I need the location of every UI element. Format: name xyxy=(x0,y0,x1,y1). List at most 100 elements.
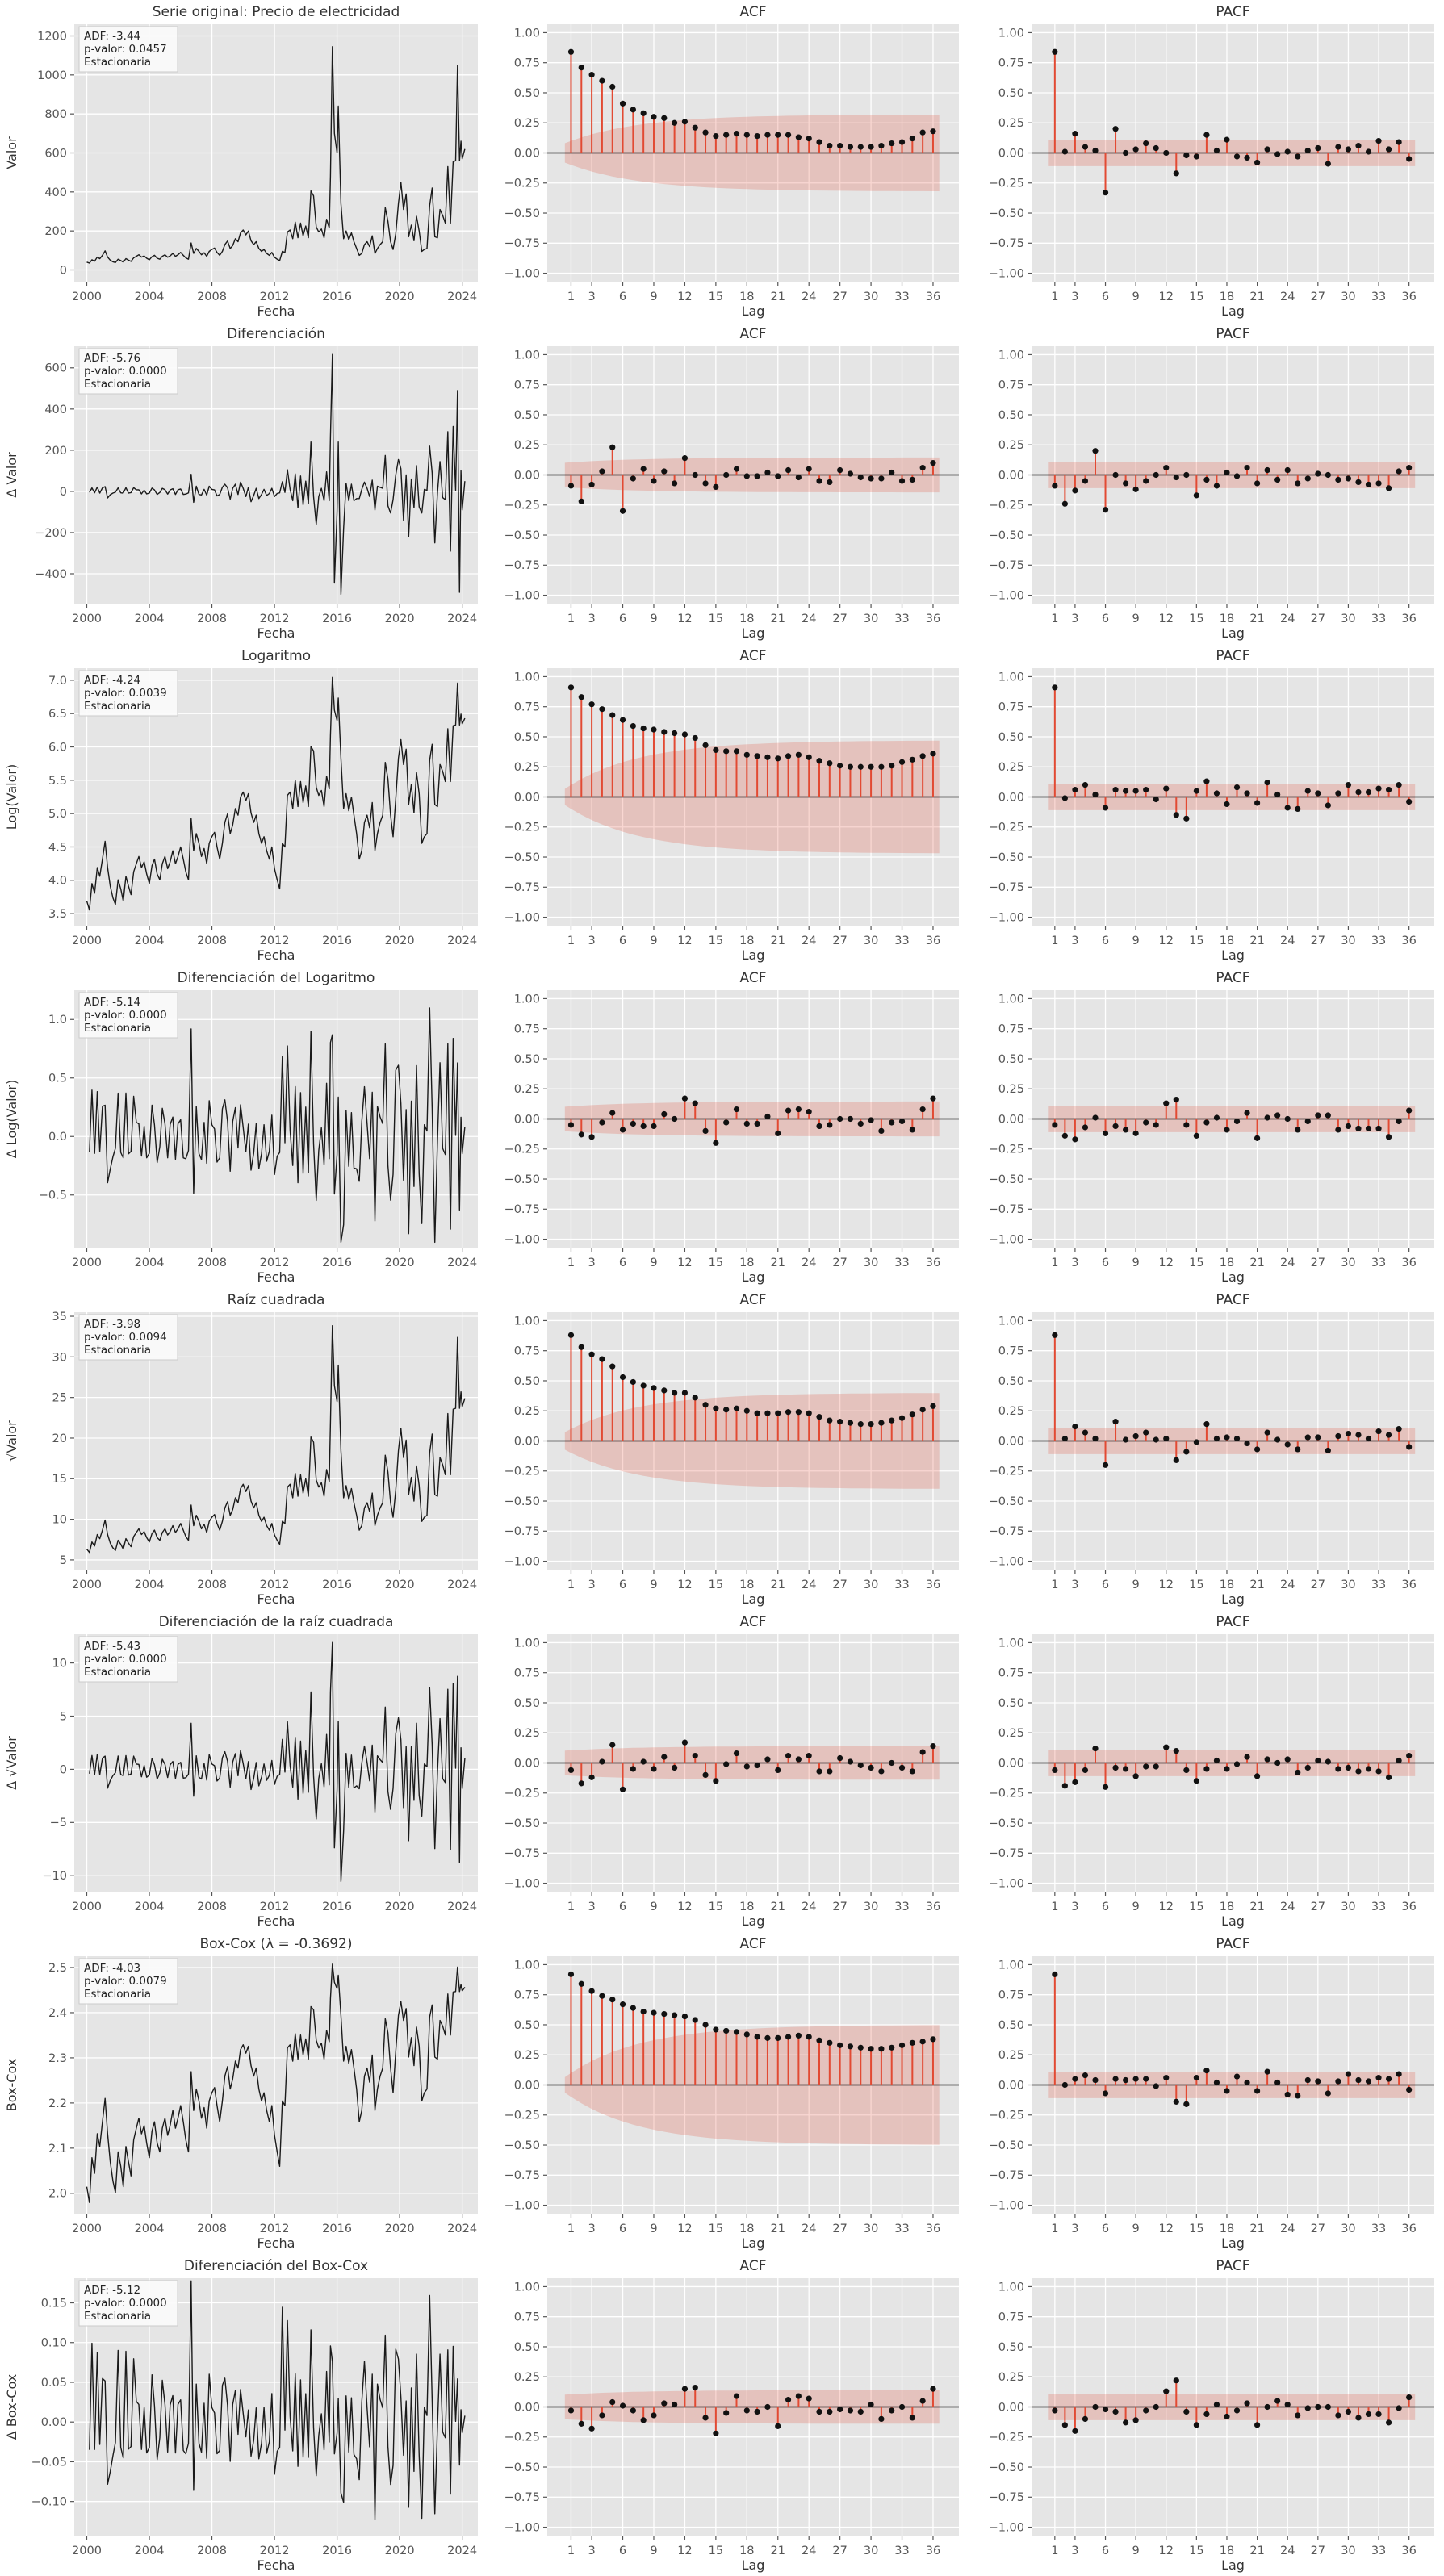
time-series-x-tick-label: 2024 xyxy=(447,935,477,947)
acf-y-tick-label: −0.75 xyxy=(504,2491,540,2504)
subplot-pacf-row-7: 1 3 6 9 12 15 18 21 24 27 30 33 36 1.00 0.75 0.50 0.25 0.… xyxy=(969,1932,1444,2254)
pacf-x-tick-label: 6 xyxy=(1102,1579,1109,1591)
acf-x-tick-label: 12 xyxy=(677,613,692,625)
acf-x-tick-label: 1 xyxy=(567,2223,575,2235)
acf-y-tick-label: 0.75 xyxy=(514,2311,540,2324)
acf-x-tick-label: 24 xyxy=(802,2223,816,2235)
acf-x-tick-label: 12 xyxy=(677,2223,692,2235)
time-series-y-tick-label: 0.00 xyxy=(41,2416,67,2429)
pacf-svg-row-4: 1 3 6 9 12 15 18 21 24 27 30 33 361.000.750.500.250.… xyxy=(989,1292,1434,1607)
acf-x-tick-label: 6 xyxy=(619,1579,626,1591)
acf-x-tick-label: 3 xyxy=(588,2223,595,2235)
acf-x-tick-label: 21 xyxy=(771,1579,785,1591)
pacf-x-tick-label: 33 xyxy=(1371,935,1386,947)
subplot-timeseries-row-4: 2000 2004 2008 2012 2016 2020 2024 −0.5 0.0 0.5 1.… xyxy=(0,966,484,1288)
acf-y-tick-label: −1.00 xyxy=(504,2521,540,2534)
acf-x-tick-label: 3 xyxy=(588,1257,595,1269)
time-series-y-tick-label: 4.5 xyxy=(48,841,67,854)
pacf-y-tick-label: 0.50 xyxy=(998,2341,1024,2354)
pacf-x-tick-label: 33 xyxy=(1371,1579,1386,1591)
acf-x-tick-label: 9 xyxy=(650,291,657,303)
pacf-y-tick-label: 0.00 xyxy=(998,791,1024,804)
time-series-y-tick-label: −0.10 xyxy=(31,2496,67,2509)
time-series-x-tick-label: 2012 xyxy=(260,291,290,303)
pacf-x-tick-label: 15 xyxy=(1189,1901,1203,1913)
time-series-y-tick-label: −400 xyxy=(35,568,67,581)
subplot-pacf-row-5: 1 3 6 9 12 15 18 21 24 27 30 33 36 1.00 0.75 0.50 0.25 0.… xyxy=(969,1288,1444,1610)
time-series-svg-row-1: 2000 2004 2008 2012 2016 2020 2024 −400 −200 0 200… xyxy=(4,326,478,641)
acf-y-tick-label: −0.75 xyxy=(504,881,540,894)
pacf-y-tick-label: −0.50 xyxy=(989,2461,1024,2474)
stat-estacionaria: Estacionaria xyxy=(84,378,151,391)
acf-x-tick-label: 15 xyxy=(709,1579,723,1591)
stat-pvalor: p-valor: 0.0079 xyxy=(84,1975,167,1988)
pacf-x-tick-label: 1 xyxy=(1051,1901,1058,1913)
pacf-x-tick-label: 9 xyxy=(1132,1901,1140,1913)
pacf-x-tick-label: 1 xyxy=(1051,2223,1058,2235)
acf-x-tick-label: 9 xyxy=(650,2545,657,2557)
acf-x-tick-label: 15 xyxy=(709,291,723,303)
pacf-y-tick-label: −0.50 xyxy=(989,1817,1024,1830)
acf-x-tick-label: 21 xyxy=(771,1257,785,1269)
pacf-markers xyxy=(1052,1971,1413,2107)
tick-labels: 1 3 6 9 12 15 18 21 24 27 30 33 361.000.750.500.250.… xyxy=(989,1637,1417,1913)
acf-svg-row-6: 1 3 6 9 12 15 18 21 24 27 30 33 361.000.750.500.250.… xyxy=(504,1936,959,2251)
acf-markers xyxy=(567,2385,936,2436)
pacf-x-tick-label: 27 xyxy=(1311,613,1325,625)
pacf-x-tick-label: 9 xyxy=(1132,1257,1140,1269)
tick-labels: 2000 2004 2008 2012 2016 2020 2024 2.0 2.1 2.2 2.3… xyxy=(48,1962,477,2235)
subplot-pacf-row-8: 1 3 6 9 12 15 18 21 24 27 30 33 36 1.00 0.75 0.50 0.25 0.… xyxy=(969,2254,1444,2576)
acf-x-tick-label: 15 xyxy=(709,1257,723,1269)
time-series-x-tick-label: 2016 xyxy=(322,1579,352,1591)
tick-labels: 1 3 6 9 12 15 18 21 24 27 30 33 361.000.750.500.250.… xyxy=(989,1959,1417,2235)
time-series-x-tick-label: 2004 xyxy=(135,291,165,303)
acf-x-tick-label: 33 xyxy=(894,1901,909,1913)
stat-pvalor: p-valor: 0.0000 xyxy=(84,365,167,378)
acf-x-tick-label: 6 xyxy=(619,1257,626,1269)
pacf-y-tick-label: 0.75 xyxy=(998,1667,1024,1680)
time-series-title-row-7: Diferenciación del Box-Cox xyxy=(184,2258,368,2274)
pacf-x-tick-label: 9 xyxy=(1132,2223,1140,2235)
stat-adf: ADF: -4.24 xyxy=(84,674,140,687)
acf-x-tick-label: 9 xyxy=(650,613,657,625)
acf-title-row-6: ACF xyxy=(740,1936,767,1952)
time-series-x-tick-label: 2008 xyxy=(197,613,227,625)
pacf-y-tick-label: 0.50 xyxy=(998,731,1024,744)
pacf-title-row-5: PACF xyxy=(1216,1614,1249,1630)
pacf-x-tick-label: 18 xyxy=(1220,2223,1234,2235)
acf-x-tick-label: 30 xyxy=(864,1579,878,1591)
acf-x-tick-label: 27 xyxy=(832,2223,847,2235)
pacf-x-tick-label: 33 xyxy=(1371,1257,1386,1269)
acf-x-tick-label: 15 xyxy=(709,613,723,625)
acf-x-tick-label: 24 xyxy=(802,1257,816,1269)
acf-x-tick-label: 21 xyxy=(771,935,785,947)
stat-pvalor: p-valor: 0.0094 xyxy=(84,1331,167,1344)
pacf-x-tick-label: 18 xyxy=(1220,1257,1234,1269)
time-series-y-tick-label: 35 xyxy=(52,1311,67,1324)
time-series-y-axis-label: Δ √Valor xyxy=(4,1736,19,1790)
pacf-x-tick-label: 3 xyxy=(1071,2223,1078,2235)
time-series-x-tick-label: 2016 xyxy=(322,935,352,947)
acf-x-tick-label: 36 xyxy=(926,2223,940,2235)
tick-labels: 1 3 6 9 12 15 18 21 24 27 30 33 361.000.750.500.250.… xyxy=(989,671,1417,947)
pacf-y-tick-label: 1.00 xyxy=(998,671,1024,684)
pacf-x-tick-label: 24 xyxy=(1280,935,1295,947)
subplot-pacf-row-6: 1 3 6 9 12 15 18 21 24 27 30 33 36 1.00 0.75 0.50 0.25 0.… xyxy=(969,1610,1444,1932)
time-series-y-tick-label: 0.15 xyxy=(41,2297,67,2310)
pacf-y-tick-label: −0.75 xyxy=(989,1525,1024,1538)
time-series-x-tick-label: 2012 xyxy=(260,935,290,947)
time-series-y-tick-label: 20 xyxy=(52,1432,67,1445)
subplot-pacf-row-2: 1 3 6 9 12 15 18 21 24 27 30 33 36 1.00 0.75 0.50 0.25 0.… xyxy=(969,322,1444,644)
pacf-x-tick-label: 24 xyxy=(1280,613,1295,625)
pacf-y-tick-label: 0.00 xyxy=(998,2401,1024,2414)
pacf-x-tick-label: 6 xyxy=(1102,2223,1109,2235)
pacf-x-tick-label: 30 xyxy=(1341,935,1355,947)
time-series-x-tick-label: 2004 xyxy=(135,2223,165,2235)
stat-estacionaria: Estacionaria xyxy=(84,56,151,69)
time-series-x-tick-label: 2016 xyxy=(322,1901,352,1913)
acf-y-tick-label: −0.25 xyxy=(504,1466,540,1478)
acf-x-tick-label: 18 xyxy=(739,291,754,303)
pacf-y-tick-label: 0.00 xyxy=(998,1435,1024,1448)
pacf-y-tick-label: 0.50 xyxy=(998,1053,1024,1066)
